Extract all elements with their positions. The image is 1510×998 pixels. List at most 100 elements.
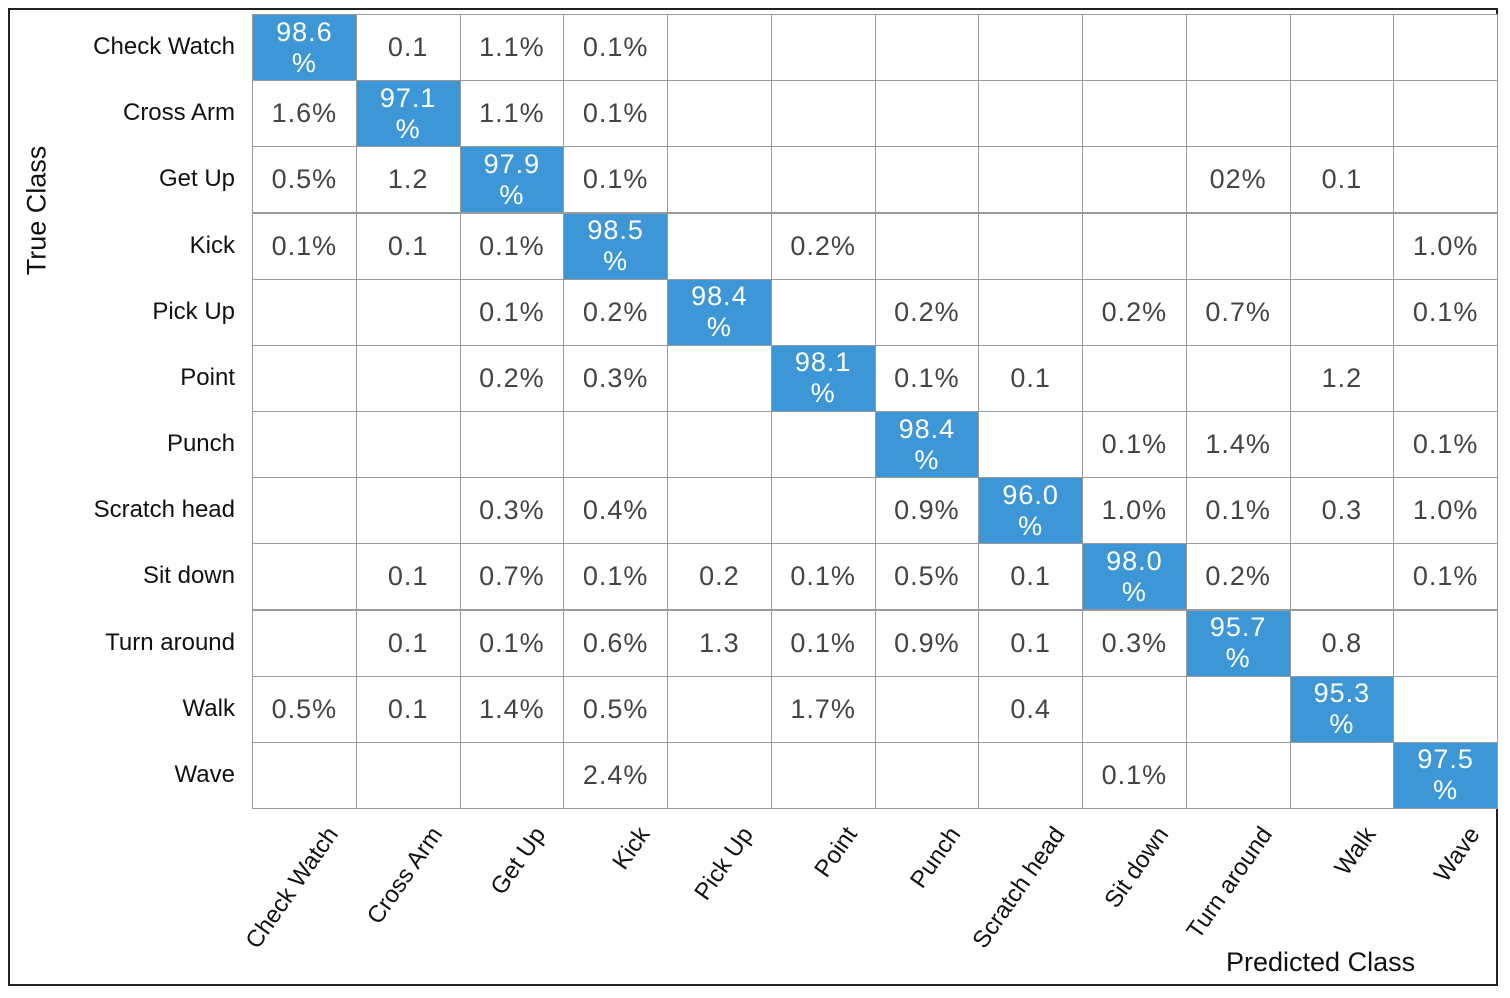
cell-value: 0.1% [894, 362, 960, 393]
cell-value: 2.4% [582, 759, 649, 790]
matrix-cell: 0.1% [874, 344, 980, 412]
cell-value: 0.1% [582, 164, 649, 195]
cell-value: 0.1% [790, 561, 856, 592]
cell-value: 1.3 [699, 627, 740, 658]
matrix-cell [1082, 146, 1187, 214]
matrix-cell [978, 14, 1083, 82]
matrix-cell [978, 80, 1083, 148]
matrix-cell: 0.6% [563, 609, 668, 677]
cell-value: 0.9% [894, 495, 960, 526]
matrix-cell: 0.5% [252, 675, 357, 743]
matrix-cell: 1.6% [252, 80, 357, 148]
matrix-cell [874, 212, 980, 280]
matrix-cell [770, 741, 876, 809]
matrix-cell [667, 80, 772, 148]
matrix-cell: 1.4% [1185, 411, 1291, 479]
cell-value: 0.2% [1205, 561, 1271, 592]
matrix-cell [1393, 14, 1498, 82]
matrix-cell [1185, 14, 1291, 82]
matrix-cell: 0.1% [459, 609, 565, 677]
matrix-cell [1289, 741, 1395, 809]
matrix-cell: 0.1% [1082, 741, 1187, 809]
cell-value: 0.5% [271, 164, 338, 195]
matrix-cell [667, 741, 772, 809]
matrix-cell: 0.1% [1393, 411, 1498, 479]
matrix-cell [1289, 278, 1395, 346]
cell-value: 0.3% [479, 495, 545, 526]
y-axis-label: True Class [21, 145, 52, 276]
cell-value: 02% [1209, 164, 1267, 195]
matrix-cell: 0.1% [1185, 477, 1291, 545]
matrix-cell: 0.1% [563, 146, 668, 214]
cell-value: 0.7% [1205, 296, 1271, 327]
cell-value: 96.0 % [1002, 479, 1059, 541]
cell-value: 0.1% [1101, 759, 1168, 790]
matrix-cell [355, 741, 461, 809]
matrix-cell: 0.1 [355, 543, 461, 611]
matrix-cell: 0.1% [1393, 543, 1498, 611]
matrix-cell: 0.2% [770, 212, 876, 280]
matrix-cell: 1.3 [667, 609, 772, 677]
matrix-cell: 0.5% [874, 543, 980, 611]
matrix-cell [874, 741, 980, 809]
matrix-cell: 0.1% [459, 212, 565, 280]
matrix-cell [667, 675, 772, 743]
cell-value: 97.1 % [379, 82, 437, 144]
row-label: Cross Arm [122, 99, 235, 127]
row-label: Kick [189, 231, 235, 259]
matrix-cell: 98.1 % [770, 344, 876, 412]
matrix-cell: 0.4% [563, 477, 668, 545]
matrix-cell [874, 146, 980, 214]
cell-value: 98.6 % [276, 16, 333, 78]
matrix-cell: 0.1% [563, 80, 668, 148]
matrix-cell: 0.3 [1289, 477, 1395, 545]
row-label: Check Watch [93, 33, 235, 61]
matrix-cell [1393, 146, 1498, 214]
matrix-cell [770, 14, 876, 82]
matrix-cell: 0.5% [563, 675, 668, 743]
matrix-cell [667, 146, 772, 214]
matrix-cell [1289, 411, 1395, 479]
cell-value: 1.1% [479, 98, 545, 129]
cell-value: 0.1% [790, 627, 856, 658]
matrix-cell: 1.2 [355, 146, 461, 214]
matrix-cell: 1.0% [1082, 477, 1187, 545]
matrix-cell: 0.8 [1289, 609, 1395, 677]
cell-value: 0.9% [894, 627, 960, 658]
matrix-cell [1393, 80, 1498, 148]
matrix-cell [874, 14, 980, 82]
cell-value: 0.1% [582, 32, 649, 63]
cell-value: 1.0% [1101, 495, 1168, 526]
matrix-cell [1185, 741, 1291, 809]
cell-value: 97.5 % [1417, 744, 1474, 806]
matrix-cell: 0.5% [252, 146, 357, 214]
matrix-cell: 98.5 % [563, 212, 668, 280]
matrix-cell: 1.4% [459, 675, 565, 743]
cell-value: 0.7% [479, 561, 545, 592]
matrix-cell: 0.9% [874, 609, 980, 677]
matrix-cell [355, 278, 461, 346]
row-label: Get Up [158, 165, 235, 193]
matrix-cell: 0.1% [1393, 278, 1498, 346]
matrix-cell [1185, 80, 1291, 148]
matrix-cell [1185, 675, 1291, 743]
matrix-cell: 0.3% [563, 344, 668, 412]
cell-value: 0.1% [582, 98, 649, 129]
cell-value: 0.1 [1010, 362, 1051, 393]
matrix-cell: 98.4 % [667, 278, 772, 346]
cell-value: 1.0% [1412, 230, 1479, 261]
cell-value: 0.3% [1101, 627, 1168, 658]
cell-value: 1.4% [1205, 429, 1271, 460]
matrix-cell: 1.1% [459, 80, 565, 148]
row-label: Scratch head [93, 496, 235, 524]
cell-value: 0.5% [271, 693, 338, 724]
matrix-cell [459, 741, 565, 809]
matrix-cell [770, 411, 876, 479]
matrix-cell [978, 146, 1083, 214]
cell-value: 1.2 [387, 164, 429, 195]
cell-value: 0.2% [582, 296, 649, 327]
matrix-cell: 0.1% [563, 543, 668, 611]
matrix-cell: 0.1 [978, 344, 1083, 412]
matrix-cell [770, 80, 876, 148]
matrix-cell: 0.1 [1289, 146, 1395, 214]
